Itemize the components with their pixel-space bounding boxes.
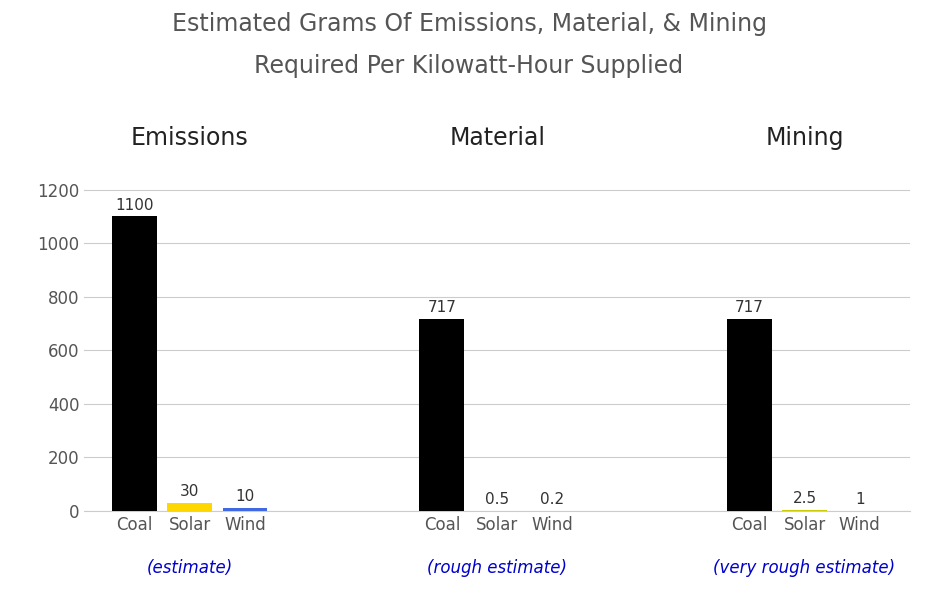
- Text: Mining: Mining: [765, 126, 844, 150]
- Bar: [222, 508, 267, 511]
- Bar: [167, 503, 212, 511]
- Bar: [727, 319, 772, 511]
- Text: 30: 30: [180, 484, 200, 499]
- Text: Required Per Kilowatt-Hour Supplied: Required Per Kilowatt-Hour Supplied: [254, 54, 684, 78]
- Text: 717: 717: [428, 300, 456, 315]
- Text: Estimated Grams Of Emissions, Material, & Mining: Estimated Grams Of Emissions, Material, …: [172, 12, 766, 36]
- Text: Emissions: Emissions: [131, 126, 249, 150]
- Text: 717: 717: [734, 300, 764, 315]
- Bar: [782, 510, 827, 511]
- Text: 0.5: 0.5: [485, 492, 509, 507]
- Text: 0.2: 0.2: [540, 492, 565, 507]
- Bar: [112, 216, 157, 511]
- Text: (very rough estimate): (very rough estimate): [714, 559, 896, 577]
- Text: 2.5: 2.5: [793, 492, 817, 507]
- Text: Material: Material: [449, 126, 545, 150]
- Text: (rough estimate): (rough estimate): [427, 559, 567, 577]
- Text: (estimate): (estimate): [146, 559, 233, 577]
- Text: 1: 1: [855, 492, 865, 507]
- Bar: [419, 319, 464, 511]
- Text: 10: 10: [235, 489, 254, 504]
- Text: 1100: 1100: [115, 198, 154, 213]
